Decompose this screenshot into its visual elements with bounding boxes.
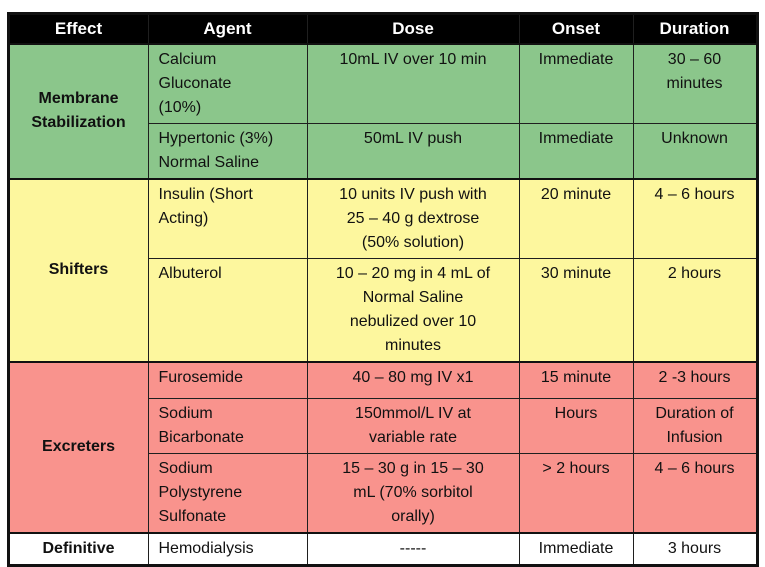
- onset-cell: > 2 hours: [518, 452, 634, 533]
- header-cell-onset: Onset: [518, 13, 634, 44]
- duration-cell: 3 hours: [632, 531, 758, 566]
- agent-cell: Hemodialysis: [147, 531, 308, 566]
- duration-cell: 2 -3 hours: [632, 361, 758, 399]
- table-row: Shifters Insulin (Short Acting) 10 units…: [7, 177, 758, 363]
- duration-cell: 4 – 6 hours: [632, 177, 758, 259]
- header-cell-duration: Duration: [632, 13, 758, 44]
- dose-cell: 50mL IV push: [306, 122, 520, 179]
- agent-cell: Sodium Polystyrene Sulfonate: [147, 452, 308, 533]
- onset-cell: Immediate: [518, 42, 634, 124]
- agent-cell: Calcium Gluconate (10%): [147, 42, 308, 124]
- onset-cell: Hours: [518, 397, 634, 454]
- table-row: Albuterol 10 – 20 mg in 4 mL of Normal S…: [8, 258, 758, 363]
- effect-cell-membrane-stabilization: Membrane Stabilization: [7, 42, 149, 179]
- effect-cell-shifters: Shifters: [7, 177, 149, 363]
- table-row: Membrane Stabilization Calcium Gluconate…: [7, 42, 758, 179]
- dose-cell: 10 units IV push with 25 – 40 g dextrose…: [306, 177, 520, 259]
- agent-cell: Insulin (Short Acting): [147, 177, 308, 259]
- table-row: Excreters Furosemide 40 – 80 mg IV x1 15…: [7, 361, 758, 533]
- agent-cell: Albuterol: [147, 258, 308, 363]
- dose-cell: 40 – 80 mg IV x1: [306, 361, 520, 399]
- duration-cell: 2 hours: [632, 258, 758, 363]
- agent-cell: Hypertonic (3%) Normal Saline: [147, 122, 308, 179]
- table-row: Sodium Polystyrene Sulfonate 15 – 30 g i…: [8, 452, 758, 533]
- agent-cell: Furosemide: [147, 361, 308, 399]
- onset-cell: 20 minute: [518, 177, 634, 259]
- agent-cell: Sodium Bicarbonate: [147, 397, 308, 454]
- header-cell-agent: Agent: [147, 13, 308, 44]
- table-row: Definitive Hemodialysis ----- Immediate …: [7, 531, 758, 566]
- onset-cell: 30 minute: [518, 258, 634, 363]
- table-row: Hypertonic (3%) Normal Saline 50mL IV pu…: [8, 122, 758, 179]
- dose-cell: 10mL IV over 10 min: [306, 42, 520, 124]
- header-cell-effect: Effect: [7, 13, 149, 44]
- dose-cell: 10 – 20 mg in 4 mL of Normal Saline nebu…: [306, 258, 520, 363]
- effect-cell-definitive: Definitive: [7, 531, 149, 566]
- duration-cell: 4 – 6 hours: [632, 452, 758, 533]
- header-row: Effect Agent Dose Onset Duration: [7, 13, 758, 44]
- dose-cell: 150mmol/L IV at variable rate: [306, 397, 520, 454]
- duration-cell: Unknown: [632, 122, 758, 179]
- header-cell-dose: Dose: [306, 13, 520, 44]
- onset-cell: Immediate: [518, 122, 634, 179]
- duration-cell: Duration of Infusion: [632, 397, 758, 454]
- dose-cell: -----: [306, 531, 520, 566]
- effect-cell-excreters: Excreters: [7, 361, 149, 533]
- hyperkalemia-treatment-table: Effect Agent Dose Onset Duration Membran…: [6, 12, 759, 567]
- onset-cell: Immediate: [518, 531, 634, 566]
- duration-cell: 30 – 60 minutes: [632, 42, 758, 124]
- table-row: Sodium Bicarbonate 150mmol/L IV at varia…: [8, 397, 758, 454]
- dose-cell: 15 – 30 g in 15 – 30 mL (70% sorbitol or…: [306, 452, 520, 533]
- onset-cell: 15 minute: [518, 361, 634, 399]
